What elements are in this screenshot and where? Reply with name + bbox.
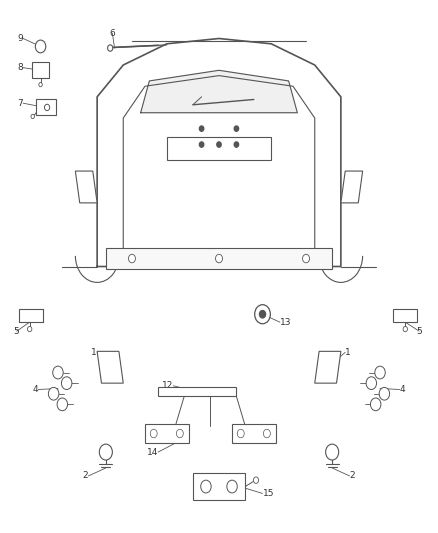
Text: 4: 4 (399, 385, 405, 394)
Text: 5: 5 (417, 327, 422, 336)
Text: 14: 14 (147, 448, 158, 457)
Bar (19, 309, 43, 322)
Circle shape (35, 40, 46, 53)
Text: 5: 5 (14, 327, 20, 336)
Circle shape (325, 444, 339, 460)
Circle shape (263, 429, 270, 438)
Circle shape (108, 45, 113, 51)
Circle shape (234, 142, 239, 147)
Bar (36, 100, 56, 115)
Circle shape (201, 480, 211, 493)
Bar (106, 248, 332, 269)
Circle shape (61, 377, 72, 390)
Circle shape (259, 311, 265, 318)
Circle shape (45, 104, 49, 111)
Circle shape (128, 254, 135, 263)
Circle shape (48, 387, 59, 400)
Polygon shape (341, 171, 363, 203)
Text: 9: 9 (18, 34, 23, 43)
Bar (158, 387, 237, 397)
Bar (393, 309, 417, 322)
Text: 1: 1 (345, 348, 351, 357)
Text: 2: 2 (83, 471, 88, 480)
Text: 13: 13 (280, 318, 291, 327)
Bar (32, 62, 49, 78)
Circle shape (237, 429, 244, 438)
Circle shape (28, 326, 32, 332)
Circle shape (177, 429, 184, 438)
Circle shape (31, 114, 35, 118)
Circle shape (199, 142, 204, 147)
Text: 4: 4 (33, 385, 39, 394)
Text: 7: 7 (18, 99, 23, 108)
Text: 2: 2 (350, 471, 355, 480)
Circle shape (150, 429, 157, 438)
Circle shape (199, 126, 204, 131)
Circle shape (227, 480, 237, 493)
Circle shape (217, 142, 221, 147)
Bar (232, 424, 276, 443)
Circle shape (403, 326, 407, 332)
Circle shape (39, 83, 42, 87)
Circle shape (375, 366, 385, 379)
Circle shape (215, 254, 223, 263)
Polygon shape (141, 70, 297, 113)
Circle shape (53, 366, 63, 379)
Text: 1: 1 (92, 348, 97, 357)
Circle shape (379, 387, 390, 400)
Text: 6: 6 (110, 29, 115, 38)
Circle shape (99, 444, 113, 460)
Polygon shape (315, 351, 341, 383)
Text: 12: 12 (162, 381, 173, 390)
Bar (167, 136, 271, 160)
Polygon shape (97, 351, 123, 383)
Bar (145, 424, 188, 443)
Circle shape (371, 398, 381, 411)
Polygon shape (75, 171, 97, 203)
Circle shape (57, 398, 67, 411)
Text: 8: 8 (18, 63, 23, 72)
Circle shape (234, 126, 239, 131)
Circle shape (254, 305, 270, 324)
Text: 15: 15 (262, 489, 274, 498)
Circle shape (303, 254, 310, 263)
Circle shape (366, 377, 377, 390)
Circle shape (253, 477, 258, 483)
Bar (193, 473, 245, 500)
